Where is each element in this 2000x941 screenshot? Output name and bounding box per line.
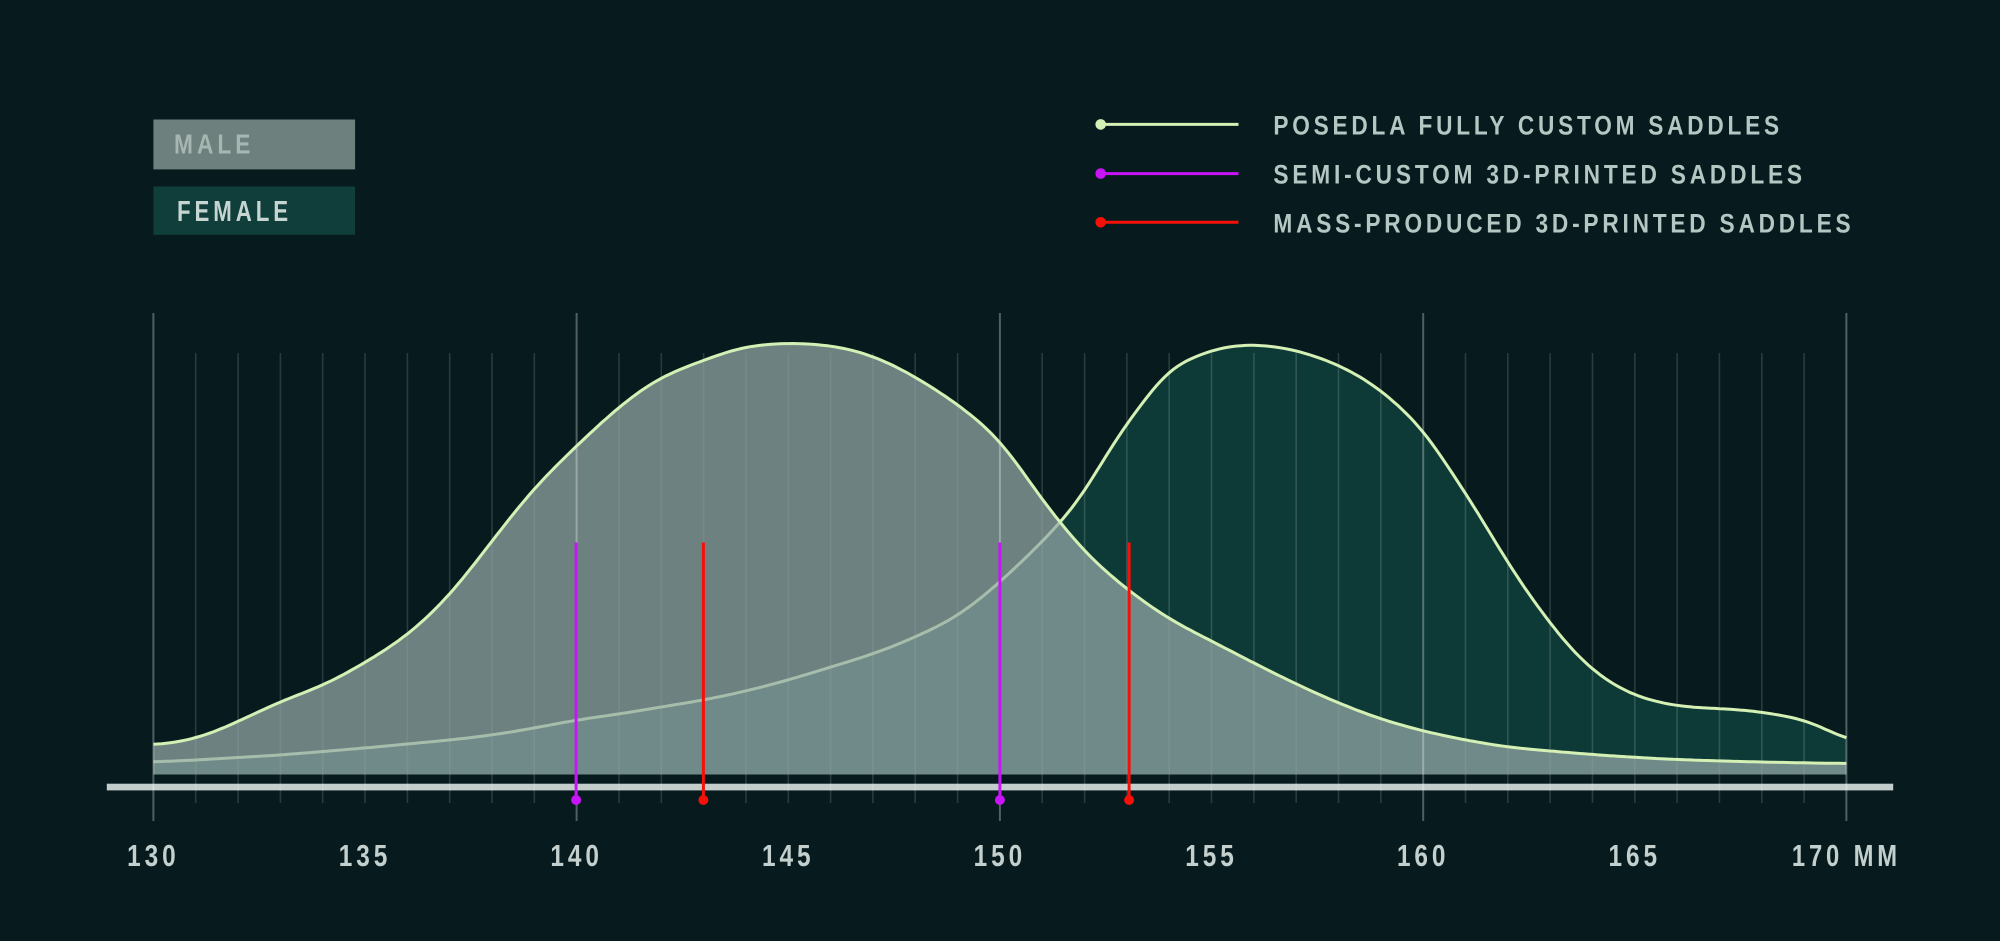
svg-text:SEMI-CUSTOM 3D-PRINTED SADDLES: SEMI-CUSTOM 3D-PRINTED SADDLES bbox=[1273, 160, 1806, 190]
svg-text:135: 135 bbox=[339, 838, 392, 873]
svg-text:MALE: MALE bbox=[174, 129, 255, 160]
svg-text:145: 145 bbox=[762, 838, 815, 873]
svg-text:MASS-PRODUCED 3D-PRINTED SADDL: MASS-PRODUCED 3D-PRINTED SADDLES bbox=[1273, 208, 1854, 238]
svg-text:165: 165 bbox=[1609, 838, 1662, 873]
svg-text:FEMALE: FEMALE bbox=[177, 196, 292, 228]
svg-text:155: 155 bbox=[1185, 838, 1238, 873]
svg-text:POSEDLA FULLY CUSTOM SADDLES: POSEDLA FULLY CUSTOM SADDLES bbox=[1273, 111, 1783, 141]
svg-text:140: 140 bbox=[550, 838, 603, 873]
svg-text:170 MM: 170 MM bbox=[1792, 838, 1901, 873]
svg-text:150: 150 bbox=[974, 838, 1027, 873]
svg-text:160: 160 bbox=[1397, 838, 1450, 873]
svg-text:130: 130 bbox=[127, 838, 180, 873]
